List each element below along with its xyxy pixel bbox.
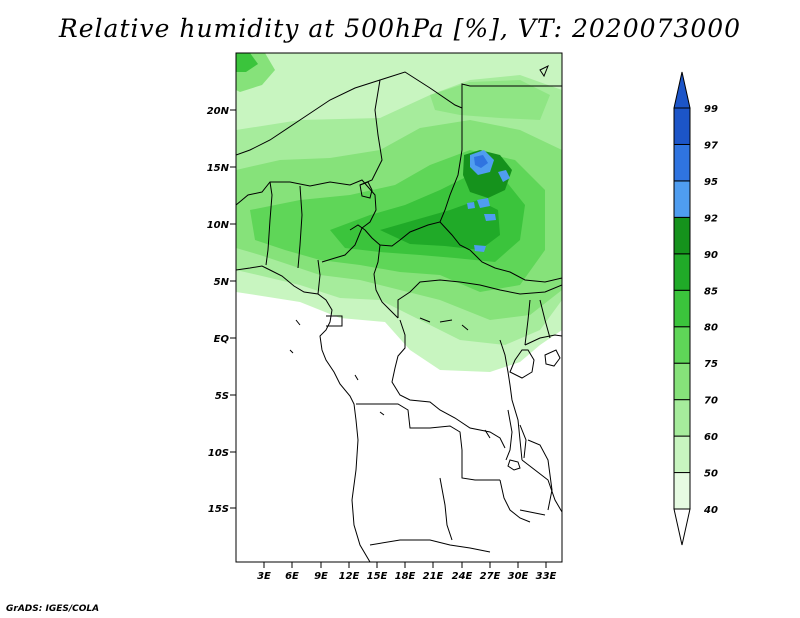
longitude-axis: 3E 6E 9E 12E 15E 18E 21E 24E 27E 30E 33E	[257, 562, 557, 582]
lat-tick-label: 15N	[207, 163, 230, 174]
lon-tick-label: 12E	[339, 571, 360, 582]
lon-tick-label: 3E	[257, 571, 271, 582]
lon-tick-label: 27E	[480, 571, 501, 582]
latitude-axis: 20N 15N 10N 5N EQ 5S 10S 15S	[207, 106, 236, 515]
colorbar-label: 70	[704, 396, 718, 407]
colorbar-label: 75	[704, 359, 718, 370]
colorbar-segment	[673, 508, 691, 546]
map-frame	[235, 52, 563, 563]
colorbar-segment	[673, 289, 691, 328]
lon-tick-label: 24E	[452, 571, 473, 582]
colorbar-segment	[673, 472, 691, 510]
lon-tick-label: 33E	[536, 571, 557, 582]
colorbar-segment	[673, 71, 691, 109]
lat-tick-label: 5S	[215, 391, 229, 402]
footer-credit: GrADS: IGES/COLA	[6, 604, 100, 614]
colorbar-segment	[673, 107, 691, 145]
colorbar-label: 85	[704, 286, 718, 297]
colorbar-label: 40	[703, 505, 718, 516]
country-borders	[236, 64, 562, 562]
colorbar-label: 80	[704, 323, 718, 334]
lon-tick-label: 15E	[367, 571, 388, 582]
colorbar-label: 99	[704, 104, 718, 115]
colorbar-label: 50	[704, 469, 718, 480]
colorbar-segment	[673, 362, 691, 401]
colorbar-segment	[673, 435, 691, 474]
colorbar: 40 50 60 70 75 80 85 90 92 95 97 99	[673, 71, 718, 546]
humidity-field	[236, 53, 562, 562]
lat-tick-label: 10N	[207, 220, 230, 231]
lon-tick-label: 30E	[508, 571, 529, 582]
colorbar-label: 97	[704, 140, 718, 151]
colorbar-segment	[673, 253, 691, 291]
colorbar-segment	[673, 399, 691, 437]
lon-tick-label: 21E	[423, 571, 444, 582]
colorbar-segment	[673, 326, 691, 364]
lat-tick-label: 5N	[214, 277, 230, 288]
lon-tick-label: 6E	[285, 571, 299, 582]
colorbar-label: 92	[704, 213, 718, 224]
lon-tick-label: 18E	[395, 571, 416, 582]
colorbar-segment	[673, 216, 691, 255]
lat-tick-label: 20N	[207, 106, 230, 117]
colorbar-segment	[673, 143, 691, 182]
colorbar-segment	[673, 180, 691, 218]
lon-tick-label: 9E	[314, 571, 328, 582]
lat-tick-label: 10S	[208, 448, 229, 459]
lat-tick-label: EQ	[214, 334, 230, 345]
chart-title: Relative humidity at 500hPa [%], VT: 202…	[58, 14, 742, 43]
colorbar-label: 60	[704, 432, 718, 443]
lat-tick-label: 15S	[208, 504, 229, 515]
colorbar-label: 95	[704, 177, 718, 188]
colorbar-label: 90	[704, 250, 718, 261]
